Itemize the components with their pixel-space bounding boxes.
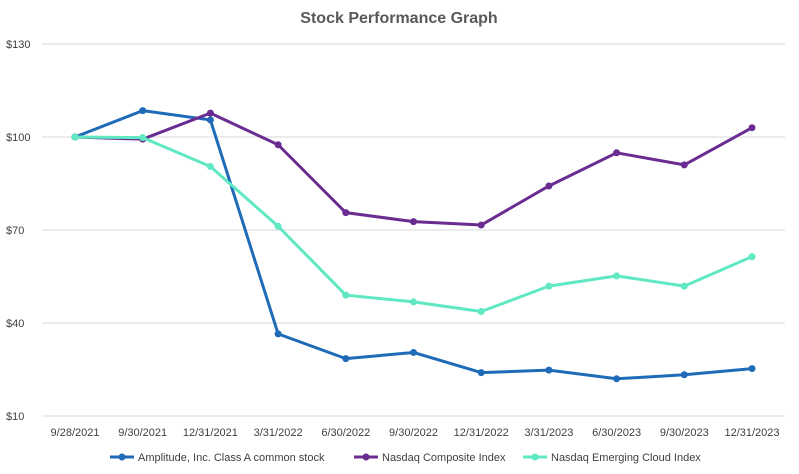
- x-tick-label: 12/31/2023: [724, 427, 779, 439]
- x-tick-label: 3/31/2022: [254, 427, 303, 439]
- x-tick-label: 9/28/2021: [51, 427, 100, 439]
- x-tick-label: 9/30/2021: [118, 427, 167, 439]
- y-tick-label: $10: [6, 411, 24, 423]
- data-point: [410, 218, 417, 226]
- y-tick-label: $70: [6, 225, 24, 237]
- legend: Amplitude, Inc. Class A common stock Nasd…: [110, 452, 701, 464]
- data-point: [410, 348, 417, 356]
- x-tick-label: 6/30/2023: [592, 427, 641, 439]
- y-axis-ticks: $10 $40 $70 $100 $130: [6, 39, 30, 423]
- data-point: [274, 141, 282, 149]
- x-tick-label: 6/30/2022: [321, 427, 370, 439]
- data-point: [342, 355, 350, 363]
- data-point: [342, 209, 350, 217]
- legend-label: Nasdaq Composite Index: [382, 452, 506, 464]
- chart-title: Stock Performance Graph: [300, 10, 497, 27]
- data-point: [748, 365, 756, 373]
- data-point: [613, 375, 621, 383]
- legend-item: Nasdaq Emerging Cloud Index: [523, 452, 701, 464]
- series-2: [71, 109, 756, 229]
- x-tick-label: 9/30/2022: [389, 427, 438, 439]
- data-point: [613, 272, 621, 280]
- legend-swatch-marker: [531, 453, 539, 461]
- data-point: [206, 162, 214, 170]
- data-point: [680, 282, 688, 290]
- data-point: [274, 330, 282, 338]
- data-point: [680, 161, 688, 169]
- gridlines: [42, 43, 785, 417]
- series-1: [71, 107, 756, 383]
- data-point: [477, 369, 485, 377]
- data-point: [545, 282, 553, 290]
- data-point: [139, 134, 147, 142]
- data-point: [748, 253, 756, 261]
- x-tick-label: 12/31/2021: [183, 427, 238, 439]
- legend-label: Nasdaq Emerging Cloud Index: [551, 452, 701, 464]
- x-tick-label: 3/31/2023: [524, 427, 573, 439]
- data-point: [206, 109, 214, 117]
- legend-swatch-marker: [362, 453, 370, 461]
- series-3: [71, 133, 756, 316]
- series-group: [71, 107, 756, 383]
- y-tick-label: $100: [6, 132, 30, 144]
- legend-swatch-marker: [118, 453, 126, 461]
- y-tick-label: $130: [6, 39, 30, 51]
- data-point: [477, 221, 485, 229]
- x-axis-ticks: 9/28/2021 9/30/2021 12/31/2021 3/31/2022 6/3…: [51, 427, 780, 439]
- data-point: [477, 308, 485, 316]
- series-line: [73, 111, 754, 227]
- legend-label: Amplitude, Inc. Class A common stock: [138, 452, 325, 464]
- x-tick-label: 12/31/2022: [454, 427, 509, 439]
- data-point: [545, 182, 553, 190]
- data-point: [71, 133, 79, 141]
- legend-item: Amplitude, Inc. Class A common stock: [110, 452, 325, 464]
- data-point: [613, 149, 621, 157]
- x-tick-label: 9/30/2023: [660, 427, 709, 439]
- data-point: [139, 107, 147, 115]
- data-point: [206, 116, 214, 124]
- data-point: [342, 291, 350, 299]
- legend-item: Nasdaq Composite Index: [354, 452, 506, 464]
- data-point: [680, 371, 688, 379]
- data-point: [274, 222, 282, 230]
- data-point: [410, 298, 417, 306]
- data-point: [748, 124, 756, 132]
- data-point: [545, 366, 553, 374]
- y-tick-label: $40: [6, 318, 24, 330]
